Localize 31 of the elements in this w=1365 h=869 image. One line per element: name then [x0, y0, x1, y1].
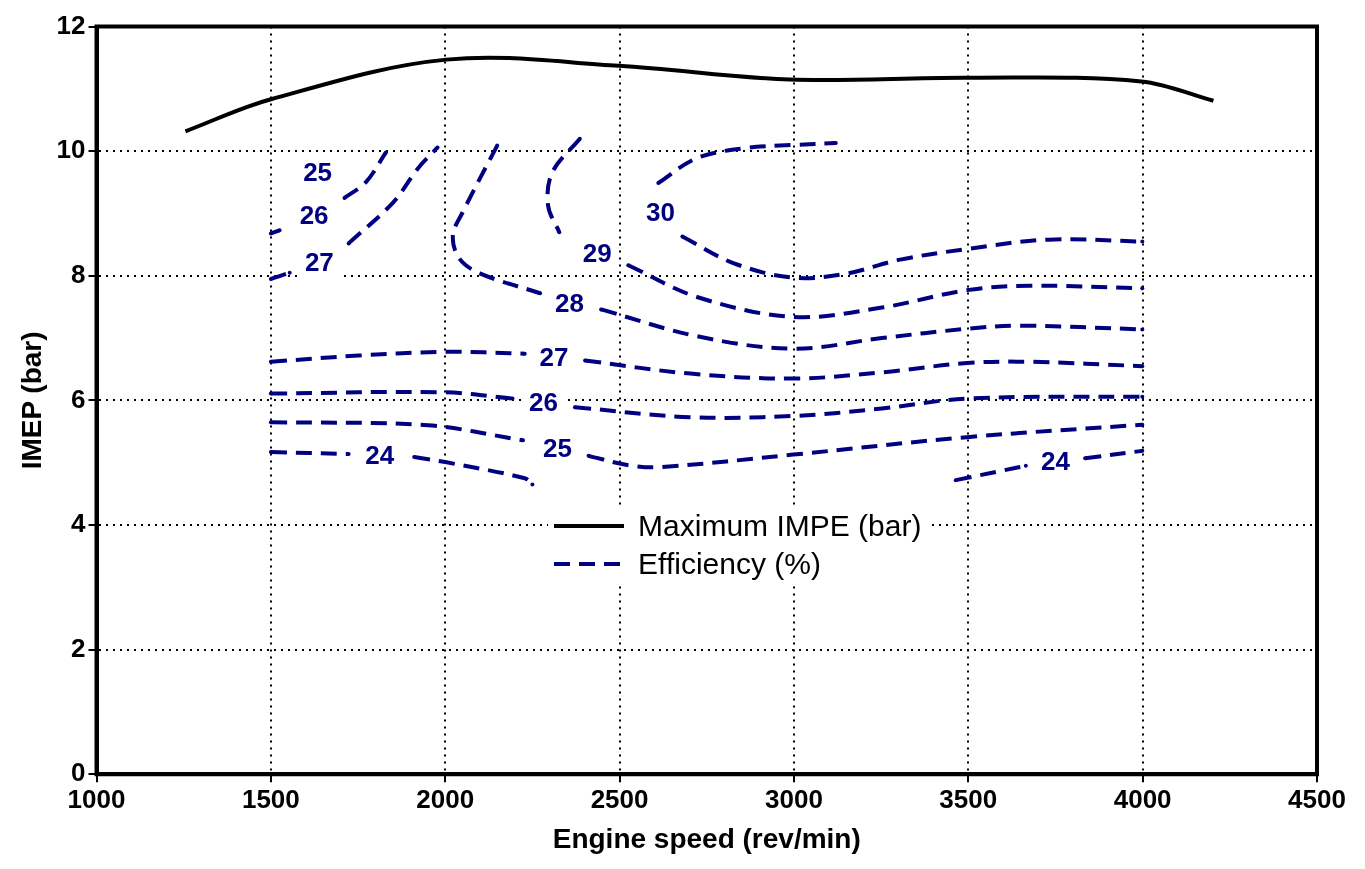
y-tick-label: 4 [71, 508, 87, 539]
legend-label: Efficiency (%) [638, 546, 821, 583]
annotation: 27 [304, 246, 334, 277]
annotation: 30 [645, 196, 675, 227]
annotation: 27 [539, 341, 569, 372]
line-series [626, 263, 1145, 320]
x-tick-label: 4000 [1113, 783, 1172, 814]
x-tick-label: 4500 [1288, 783, 1346, 814]
x-axis-title: Engine speed (rev/min) [552, 822, 861, 854]
y-tick-label: 8 [71, 258, 86, 289]
annotation: 28 [554, 288, 584, 319]
y-tick-label: 10 [56, 134, 86, 165]
line-series [346, 145, 440, 246]
y-tick-label: 6 [71, 383, 86, 414]
annotation: 25 [303, 156, 333, 187]
x-tick-label: 3500 [939, 783, 998, 814]
y-tick-label: 2 [71, 632, 86, 663]
line-series [656, 141, 838, 185]
x-tick-label: 3000 [765, 783, 823, 814]
y-axis-title: IMEP (bar) [15, 331, 47, 470]
y-tick-label: 12 [56, 9, 86, 40]
annotation: 26 [529, 386, 559, 417]
annotation: 24 [1041, 445, 1071, 476]
x-tick-label: 2000 [416, 783, 475, 814]
x-tick-label: 1500 [241, 783, 300, 814]
annotation: 29 [582, 238, 612, 269]
annotation: 26 [299, 200, 329, 231]
annotation: 24 [365, 439, 395, 470]
annotation: 25 [543, 433, 572, 464]
x-tick-label: 2500 [590, 783, 649, 814]
legend-label: Maximum IMPE (bar) [638, 508, 922, 545]
